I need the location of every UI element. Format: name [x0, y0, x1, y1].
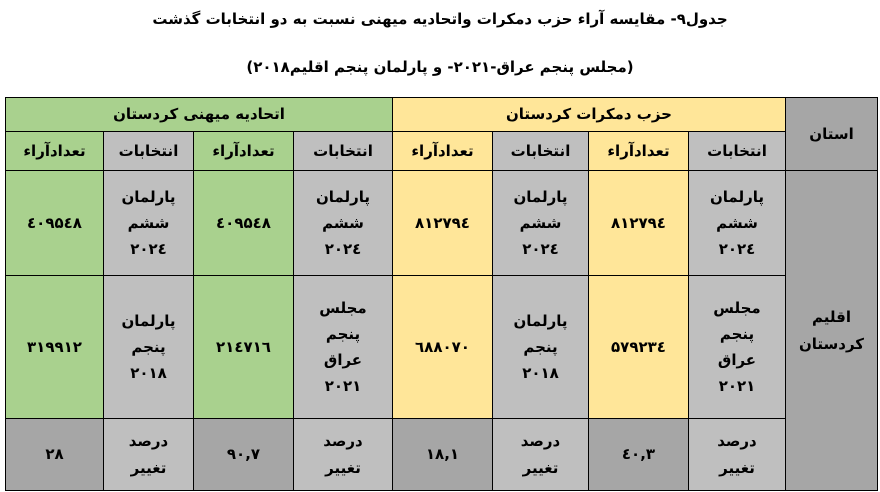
table-row: مجلس پنجم عراق ۲۰۲۱ ۵۷۹۲۳٤ پارلمان پنجم … — [5, 275, 878, 419]
election-cell: پارلمان ششم ۲۰۲٤ — [103, 170, 194, 276]
election-cell: پارلمان ششم ۲۰۲٤ — [688, 170, 786, 276]
col-election: انتخابات — [688, 131, 786, 171]
election-cell: پارلمان پنجم ۲۰۱۸ — [103, 275, 194, 419]
comparison-table: استان حزب دمکرات کردستان اتحادیه میهنی ک… — [5, 97, 878, 491]
table-subcaption: (مجلس پنجم عراق-۲۰۲۱- و پارلمان پنجم اقل… — [246, 58, 634, 76]
change-label-cell: درصد تغییر — [293, 418, 393, 491]
col-votes: تعدادآراء — [5, 131, 104, 171]
kdp-header: حزب دمکرات کردستان — [392, 97, 786, 132]
puk-header: اتحادیه میهنی کردستان — [5, 97, 393, 132]
votes-cell: ۸۱۲۷۹٤ — [392, 170, 493, 276]
votes-cell: ۸۱۲۷۹٤ — [588, 170, 689, 276]
col-election: انتخابات — [293, 131, 393, 171]
election-cell: پارلمان ششم ۲۰۲٤ — [492, 170, 589, 276]
change-label-cell: درصد تغییر — [492, 418, 589, 491]
election-cell: مجلس پنجم عراق ۲۰۲۱ — [293, 275, 393, 419]
election-cell: مجلس پنجم عراق ۲۰۲۱ — [688, 275, 786, 419]
col-votes: تعدادآراء — [193, 131, 294, 171]
change-value-cell: ۱۸,۱ — [392, 418, 493, 491]
change-label-cell: درصد تغییر — [688, 418, 786, 491]
province-header: استان — [785, 97, 878, 171]
col-election: انتخابات — [492, 131, 589, 171]
change-value-cell: ۹۰,۷ — [193, 418, 294, 491]
votes-cell: ۲۱٤۷۱٦ — [193, 275, 294, 419]
votes-cell: ٤۰۹۵٤۸ — [5, 170, 104, 276]
table-row: اقلیم کردستان پارلمان ششم ۲۰۲٤ ۸۱۲۷۹٤ پا… — [5, 170, 878, 491]
change-label-cell: درصد تغییر — [103, 418, 194, 491]
change-value-cell: ٤۰,۳ — [588, 418, 689, 491]
change-value-cell: ۲۸ — [5, 418, 104, 491]
col-votes: تعدادآراء — [588, 131, 689, 171]
votes-cell: ۵۷۹۲۳٤ — [588, 275, 689, 419]
col-votes: تعدادآراء — [392, 131, 493, 171]
election-cell: پارلمان پنجم ۲۰۱۸ — [492, 275, 589, 419]
votes-cell: ٦۸۸۰۷۰ — [392, 275, 493, 419]
table-caption: جدول۹- مقایسه آراء حزب دمکرات واتحادیه م… — [152, 10, 728, 28]
table-row: درصد تغییر ٤۰,۳ درصد تغییر ۱۸,۱ درصد تغی… — [5, 418, 878, 491]
votes-cell: ٤۰۹۵٤۸ — [193, 170, 294, 276]
province-cell: اقلیم کردستان — [785, 170, 878, 491]
election-cell: پارلمان ششم ۲۰۲٤ — [293, 170, 393, 276]
votes-cell: ۳۱۹۹۱۲ — [5, 275, 104, 419]
col-election: انتخابات — [103, 131, 194, 171]
